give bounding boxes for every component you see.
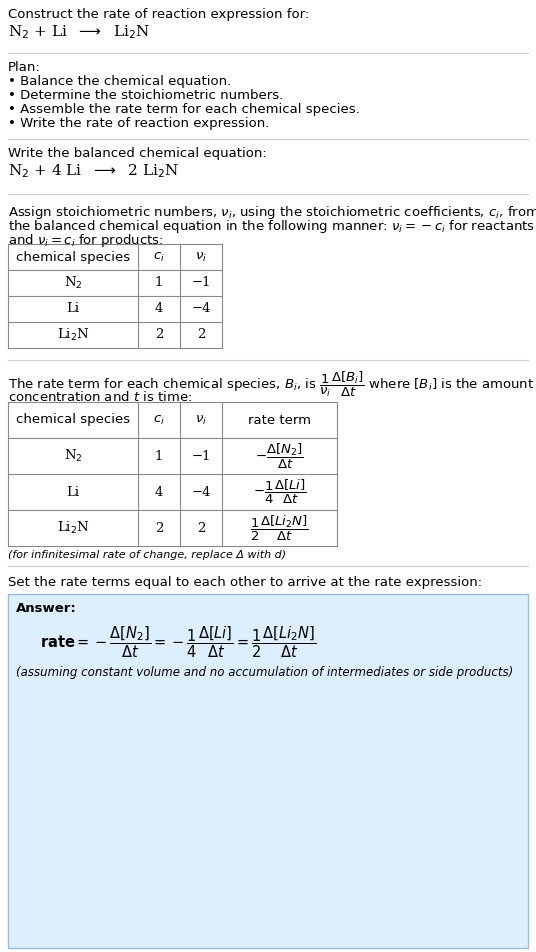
Text: chemical species: chemical species bbox=[16, 413, 130, 426]
Text: $\dfrac{1}{2}\dfrac{\Delta[Li_2N]}{\Delta t}$: $\dfrac{1}{2}\dfrac{\Delta[Li_2N]}{\Delt… bbox=[250, 513, 309, 543]
Text: Construct the rate of reaction expression for:: Construct the rate of reaction expressio… bbox=[8, 8, 309, 21]
Text: −1: −1 bbox=[191, 449, 211, 463]
Text: Li$_2$N: Li$_2$N bbox=[57, 327, 89, 343]
Text: The rate term for each chemical species, $B_i$, is $\dfrac{1}{\nu_i}\dfrac{\Delt: The rate term for each chemical species,… bbox=[8, 370, 534, 399]
Text: and $\nu_i = c_i$ for products:: and $\nu_i = c_i$ for products: bbox=[8, 232, 163, 249]
Text: Assign stoichiometric numbers, $\nu_i$, using the stoichiometric coefficients, $: Assign stoichiometric numbers, $\nu_i$, … bbox=[8, 204, 536, 221]
Text: $\nu_i$: $\nu_i$ bbox=[195, 413, 207, 426]
Text: • Write the rate of reaction expression.: • Write the rate of reaction expression. bbox=[8, 117, 270, 130]
Text: $-\dfrac{1}{4}\dfrac{\Delta[Li]}{\Delta t}$: $-\dfrac{1}{4}\dfrac{\Delta[Li]}{\Delta … bbox=[252, 478, 306, 506]
Text: N$_2$: N$_2$ bbox=[64, 275, 83, 291]
Text: $c_i$: $c_i$ bbox=[153, 250, 165, 264]
Text: (assuming constant volume and no accumulation of intermediates or side products): (assuming constant volume and no accumul… bbox=[16, 666, 513, 679]
Text: N$_2$: N$_2$ bbox=[64, 448, 83, 464]
Text: Li$_2$N: Li$_2$N bbox=[57, 520, 89, 536]
Text: $\mathbf{rate} = -\dfrac{\Delta[N_2]}{\Delta t} = -\dfrac{1}{4}\dfrac{\Delta[Li]: $\mathbf{rate} = -\dfrac{\Delta[N_2]}{\D… bbox=[40, 624, 316, 660]
Text: Li: Li bbox=[66, 486, 79, 499]
Text: $c_i$: $c_i$ bbox=[153, 413, 165, 426]
Text: 2: 2 bbox=[155, 522, 163, 534]
Text: • Assemble the rate term for each chemical species.: • Assemble the rate term for each chemic… bbox=[8, 103, 360, 116]
Text: Set the rate terms equal to each other to arrive at the rate expression:: Set the rate terms equal to each other t… bbox=[8, 576, 482, 589]
Text: $\nu_i$: $\nu_i$ bbox=[195, 250, 207, 264]
Text: Write the balanced chemical equation:: Write the balanced chemical equation: bbox=[8, 147, 267, 160]
Text: −1: −1 bbox=[191, 276, 211, 289]
Text: chemical species: chemical species bbox=[16, 250, 130, 264]
Text: 1: 1 bbox=[155, 276, 163, 289]
Text: • Balance the chemical equation.: • Balance the chemical equation. bbox=[8, 75, 231, 88]
Text: the balanced chemical equation in the following manner: $\nu_i = -c_i$ for react: the balanced chemical equation in the fo… bbox=[8, 218, 535, 235]
Text: 1: 1 bbox=[155, 449, 163, 463]
Text: Li: Li bbox=[66, 303, 79, 315]
Text: 2: 2 bbox=[197, 328, 205, 342]
Text: 4: 4 bbox=[155, 486, 163, 499]
Text: 2: 2 bbox=[155, 328, 163, 342]
Text: −4: −4 bbox=[191, 303, 211, 315]
Text: N$_2$ + Li  $\longrightarrow$  Li$_2$N: N$_2$ + Li $\longrightarrow$ Li$_2$N bbox=[8, 23, 151, 41]
Text: N$_2$ + 4 Li  $\longrightarrow$  2 Li$_2$N: N$_2$ + 4 Li $\longrightarrow$ 2 Li$_2$N bbox=[8, 162, 180, 180]
Text: −4: −4 bbox=[191, 486, 211, 499]
Text: (for infinitesimal rate of change, replace Δ with d): (for infinitesimal rate of change, repla… bbox=[8, 550, 286, 560]
Text: concentration and $t$ is time:: concentration and $t$ is time: bbox=[8, 390, 192, 404]
Text: $-\dfrac{\Delta[N_2]}{\Delta t}$: $-\dfrac{\Delta[N_2]}{\Delta t}$ bbox=[255, 442, 304, 470]
Bar bbox=[8, 594, 528, 948]
Text: Answer:: Answer: bbox=[16, 602, 77, 615]
Text: 4: 4 bbox=[155, 303, 163, 315]
Text: rate term: rate term bbox=[248, 413, 311, 426]
Text: • Determine the stoichiometric numbers.: • Determine the stoichiometric numbers. bbox=[8, 89, 283, 102]
Text: 2: 2 bbox=[197, 522, 205, 534]
Text: Plan:: Plan: bbox=[8, 61, 41, 74]
